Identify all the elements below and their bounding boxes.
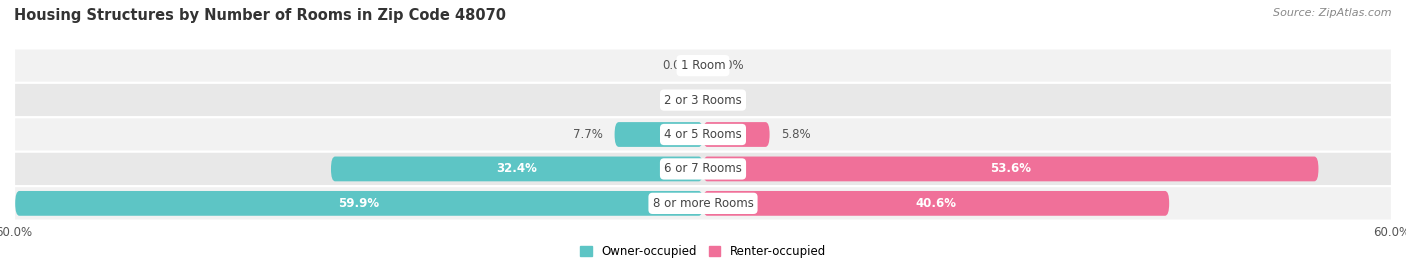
FancyBboxPatch shape xyxy=(703,122,769,147)
Text: 5.8%: 5.8% xyxy=(782,128,811,141)
FancyBboxPatch shape xyxy=(14,83,1392,117)
FancyBboxPatch shape xyxy=(14,117,1392,152)
Text: 53.6%: 53.6% xyxy=(990,162,1031,175)
Text: 40.6%: 40.6% xyxy=(915,197,956,210)
Text: 0.0%: 0.0% xyxy=(714,59,744,72)
Text: 7.7%: 7.7% xyxy=(574,128,603,141)
FancyBboxPatch shape xyxy=(14,186,1392,221)
FancyBboxPatch shape xyxy=(703,157,1319,181)
Legend: Owner-occupied, Renter-occupied: Owner-occupied, Renter-occupied xyxy=(575,240,831,263)
Text: 8 or more Rooms: 8 or more Rooms xyxy=(652,197,754,210)
Text: 59.9%: 59.9% xyxy=(339,197,380,210)
Text: Source: ZipAtlas.com: Source: ZipAtlas.com xyxy=(1274,8,1392,18)
Text: 4 or 5 Rooms: 4 or 5 Rooms xyxy=(664,128,742,141)
Text: 6 or 7 Rooms: 6 or 7 Rooms xyxy=(664,162,742,175)
Text: Housing Structures by Number of Rooms in Zip Code 48070: Housing Structures by Number of Rooms in… xyxy=(14,8,506,23)
FancyBboxPatch shape xyxy=(703,191,1170,216)
FancyBboxPatch shape xyxy=(15,191,703,216)
FancyBboxPatch shape xyxy=(614,122,703,147)
Text: 1 Room: 1 Room xyxy=(681,59,725,72)
Text: 0.0%: 0.0% xyxy=(662,94,692,107)
FancyBboxPatch shape xyxy=(14,48,1392,83)
Text: 2 or 3 Rooms: 2 or 3 Rooms xyxy=(664,94,742,107)
Text: 0.0%: 0.0% xyxy=(662,59,692,72)
Text: 0.0%: 0.0% xyxy=(714,94,744,107)
FancyBboxPatch shape xyxy=(14,152,1392,186)
Text: 32.4%: 32.4% xyxy=(496,162,537,175)
FancyBboxPatch shape xyxy=(330,157,703,181)
